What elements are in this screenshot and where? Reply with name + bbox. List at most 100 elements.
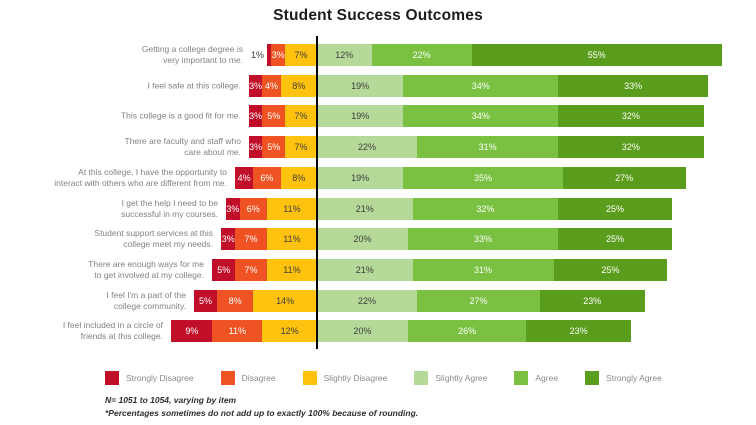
chart-title: Student Success Outcomes <box>273 7 483 24</box>
row-label-line: successful in my courses. <box>121 209 218 219</box>
bar-segment-agree: 32% <box>412 198 559 220</box>
bar-segment-slightly-agree: 19% <box>316 167 404 189</box>
bar-segment-slightly-agree: 19% <box>316 75 404 97</box>
row-label: At this college, I have the opportunity … <box>0 167 227 189</box>
legend-label: Disagree <box>241 373 276 383</box>
legend-label: Agree <box>535 373 559 383</box>
chart-row: I feel safe at this college. 3% 4% 8% 19% 34%… <box>0 75 756 97</box>
row-label: There are faculty and staff who care abou… <box>0 136 241 158</box>
bar-segment-disagree: 6% <box>253 167 281 189</box>
row-label: This college is a good fit for me. <box>0 111 241 122</box>
legend-item-strongly-agree: Strongly Agree <box>585 371 662 385</box>
bar-segment-agree: 31% <box>412 259 554 281</box>
bar-segment-disagree: 7% <box>235 228 267 250</box>
row-label-line: I feel I'm a part of the <box>106 290 186 300</box>
bar-segment-strongly-disagree: 3% <box>221 228 236 250</box>
bar-stack: 5% 8% 14% 22% 27% 23% <box>194 290 645 312</box>
bar-segment-slightly-disagree: 7% <box>285 105 317 127</box>
bar-segment-strongly-disagree: 3% <box>248 105 263 127</box>
legend-swatch-icon <box>585 371 600 385</box>
bar-stack: 3% 5% 7% 22% 31% 32% <box>248 136 704 158</box>
legend: Strongly Disagree Disagree Slightly Disagr… <box>105 371 662 385</box>
bar-segment-slightly-agree: 22% <box>316 136 418 158</box>
chart-area: 1% Getting a college degree is very import… <box>0 36 756 349</box>
row-label: I feel I'm a part of the college communit… <box>0 290 186 312</box>
row-label-line: There are faculty and staff who <box>124 136 241 146</box>
bar-segment-disagree: 7% <box>235 259 267 281</box>
row-label-line: Getting a college degree is <box>141 44 243 54</box>
row-label-line: I feel safe at this college. <box>147 80 241 91</box>
bar-segment-slightly-agree: 19% <box>316 105 404 127</box>
legend-label: Slightly Agree <box>435 373 488 383</box>
bar-segment-strongly-disagree <box>266 44 272 66</box>
bar-segment-slightly-disagree: 8% <box>280 167 317 189</box>
note-sample-size: N= 1051 to 1054, varying by item <box>105 395 237 405</box>
bar-stack: 9% 11% 12% 20% 26% 23% <box>171 320 631 342</box>
bar-segment-strongly-agree: 33% <box>558 75 709 97</box>
chart-row: There are enough ways for me to get invol… <box>0 259 756 281</box>
bar-segment-agree: 34% <box>403 105 559 127</box>
bar-segment-strongly-disagree: 4% <box>235 167 254 189</box>
chart-row: I feel I'm a part of the college communit… <box>0 290 756 312</box>
row-label-line: I feel included in a circle of <box>62 320 163 330</box>
bar-segment-disagree: 4% <box>262 75 281 97</box>
bar-segment-disagree: 3% <box>271 44 286 66</box>
bar-stack: 3% 6% 11% 21% 32% 25% <box>226 198 672 220</box>
bar-segment-slightly-disagree: 12% <box>262 320 317 342</box>
bar-segment-agree: 35% <box>403 167 563 189</box>
bar-segment-strongly-agree: 32% <box>558 105 704 127</box>
segment-value-label: 1% <box>250 50 264 60</box>
bar-stack: 3% 4% 8% 19% 34% 33% <box>248 75 709 97</box>
legend-label: Slightly Disagree <box>323 373 388 383</box>
row-label-line: friends at this college. <box>80 331 163 341</box>
bar-segment-strongly-disagree: 3% <box>226 198 240 220</box>
row-label-line: college meet my needs. <box>123 239 213 249</box>
bar-segment-slightly-disagree: 7% <box>285 44 317 66</box>
bar-segment-slightly-disagree: 11% <box>266 259 317 281</box>
bar-stack: 5% 7% 11% 21% 31% 25% <box>212 259 668 281</box>
legend-swatch-icon <box>302 371 317 385</box>
bar-segment-strongly-disagree: 3% <box>248 75 263 97</box>
bar-segment-slightly-disagree: 11% <box>266 198 317 220</box>
chart-row: I feel included in a circle of friends at… <box>0 320 756 342</box>
bar-segment-strongly-agree: 55% <box>471 44 722 66</box>
bar-segment-agree: 31% <box>417 136 559 158</box>
row-label: I feel included in a circle of friends at… <box>0 320 163 342</box>
chart-row: Student support services at this college … <box>0 228 756 250</box>
legend-swatch-icon <box>414 371 429 385</box>
legend-swatch-icon <box>105 371 119 385</box>
bar-segment-slightly-agree: 22% <box>316 290 418 312</box>
row-label-line: I get the help I need to be <box>121 198 218 208</box>
bar-segment-strongly-disagree: 5% <box>194 290 217 312</box>
bar-segment-strongly-disagree: 9% <box>171 320 213 342</box>
bar-segment-agree: 22% <box>371 44 472 66</box>
row-label-line: college community. <box>113 301 186 311</box>
bar-segment-strongly-disagree: 3% <box>248 136 263 158</box>
legend-item-slightly-disagree: Slightly Disagree <box>302 371 388 385</box>
legend-swatch-icon <box>514 371 529 385</box>
row-label: Getting a college degree is very importan… <box>0 44 243 66</box>
chart-row: At this college, I have the opportunity … <box>0 167 756 189</box>
bar-segment-slightly-disagree: 7% <box>285 136 317 158</box>
bar-segment-strongly-agree: 25% <box>558 198 672 220</box>
legend-item-strongly-disagree: Strongly Disagree <box>105 371 194 385</box>
chart-row: This college is a good fit for me. 3% 5% 7%… <box>0 105 756 127</box>
bar-segment-strongly-agree: 25% <box>558 228 672 250</box>
bar-segment-slightly-agree: 12% <box>316 44 372 66</box>
bar-segment-agree: 26% <box>407 320 527 342</box>
row-label-line: At this college, I have the opportunity … <box>78 167 227 177</box>
note-rounding: *Percentages sometimes do not add up to … <box>105 407 419 418</box>
bar-stack: 3% 7% 12% 22% 55% <box>266 44 722 66</box>
bar-segment-disagree: 5% <box>262 105 286 127</box>
legend-item-disagree: Disagree <box>220 371 276 385</box>
bar-segment-disagree: 8% <box>216 290 254 312</box>
bar-segment-slightly-disagree: 11% <box>266 228 317 250</box>
bar-segment-agree: 34% <box>403 75 559 97</box>
row-label: I feel safe at this college. <box>0 81 241 92</box>
chart-row: 1% Getting a college degree is very import… <box>0 44 756 66</box>
bar-segment-agree: 33% <box>407 228 559 250</box>
chart-row: I get the help I need to be successful in… <box>0 198 756 220</box>
bar-segment-disagree: 11% <box>212 320 263 342</box>
row-label: I get the help I need to be successful in… <box>0 198 218 220</box>
